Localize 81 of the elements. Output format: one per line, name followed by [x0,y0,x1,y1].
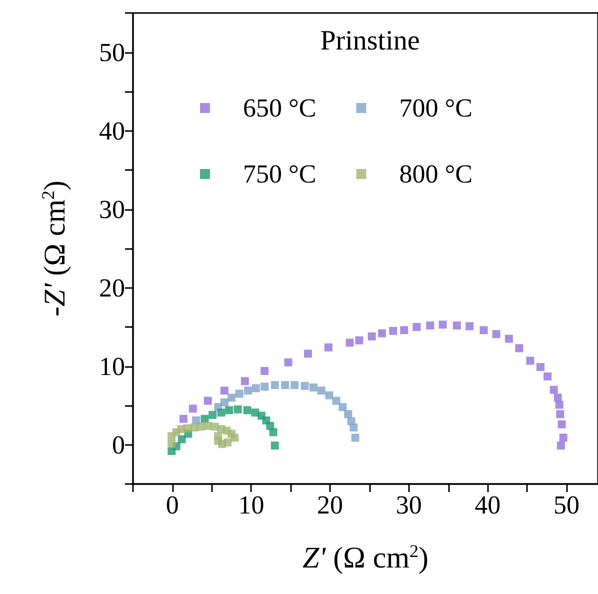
legend-label: 700 °C [399,94,472,122]
point [208,410,217,419]
x-tick-label: 40 [474,490,501,520]
point [240,377,249,386]
point [378,329,386,338]
point [260,366,269,375]
point [204,396,212,405]
point [252,384,260,392]
point [550,386,558,394]
point [300,382,309,390]
point [466,322,474,330]
legend-label: 650 °C [243,94,316,122]
point [389,326,398,335]
y-tick-label: 30 [99,194,125,224]
point [350,423,358,432]
point [270,381,279,390]
point [544,372,552,380]
point [324,343,332,352]
point [260,382,269,391]
point [281,381,290,390]
x-tick-label: 30 [396,490,422,520]
point [230,434,239,442]
point [558,420,566,428]
point [234,405,242,414]
point [480,326,488,334]
point [225,406,234,414]
point [526,356,534,365]
x-tick-label: 10 [238,490,264,520]
point [220,398,228,406]
point [338,403,347,412]
y-tick-label: 0 [112,430,125,460]
point [559,434,568,442]
point [244,386,252,395]
point [243,406,252,414]
point [220,386,228,395]
point [309,383,318,392]
point [504,334,513,343]
point [217,408,226,417]
point [556,410,564,418]
point [290,381,299,390]
y-tick-label: 20 [99,273,125,302]
x-tick-label: 50 [553,490,580,520]
point [269,428,278,436]
legend-label: 800 °C [399,160,472,188]
point [556,442,565,450]
legend-title: Prinstine [320,26,420,56]
point [555,400,564,409]
point [492,330,500,338]
point [168,440,176,448]
point [426,321,434,330]
point [284,358,292,366]
point [344,410,352,418]
x-tick-label: 0 [166,490,179,520]
point [412,323,421,331]
point [351,434,360,442]
point [317,386,326,395]
point [325,391,334,400]
y-tick-label: 40 [99,116,125,146]
point [438,320,447,329]
point [235,390,244,398]
point [179,414,188,423]
point [346,338,354,347]
y-tick-label: 10 [99,352,125,381]
point [368,332,376,340]
point [400,326,408,334]
y-axis-title: -Z' (Ω cm2) [38,180,72,317]
point [452,321,461,330]
legend-label: 750 °C [243,160,316,188]
point [270,442,279,450]
point [188,404,197,413]
point [304,350,312,358]
point [536,363,544,372]
point [332,396,340,405]
point [214,432,222,440]
y-tick-label: 50 [99,38,125,67]
point [228,394,236,402]
point [515,344,524,352]
point [178,435,186,444]
point [200,414,209,423]
x-tick-label: 20 [317,490,344,520]
point [355,336,364,344]
